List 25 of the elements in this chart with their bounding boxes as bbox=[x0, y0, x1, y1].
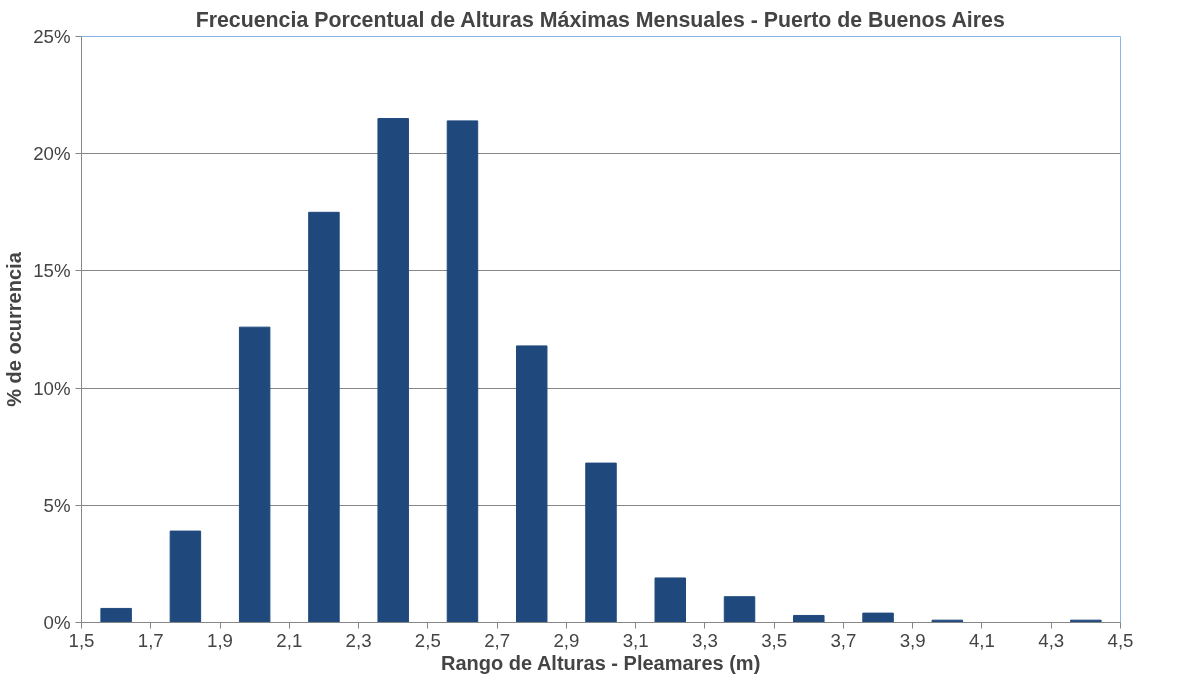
y-axis-title: % de ocurrencia bbox=[3, 251, 26, 407]
y-tick-label: 25% bbox=[33, 26, 71, 47]
x-tick-label: 3,3 bbox=[691, 629, 718, 651]
x-tick-label: 4,5 bbox=[1107, 629, 1134, 651]
x-tick-label: 1,9 bbox=[207, 629, 233, 651]
x-tick-label: 3,9 bbox=[899, 629, 926, 651]
y-tick-label: 0% bbox=[43, 612, 71, 633]
x-tick-label: 2,5 bbox=[414, 629, 441, 651]
y-tick-label: 10% bbox=[33, 377, 71, 399]
x-tick-label: 2,3 bbox=[345, 629, 372, 651]
y-tick-label: 20% bbox=[33, 143, 71, 165]
y-tick-label: 15% bbox=[33, 260, 71, 282]
x-tick-label: 3,7 bbox=[830, 629, 857, 651]
x-axis-title: Rango de Alturas - Pleamares (m) bbox=[440, 651, 761, 674]
x-tick-label: 3,5 bbox=[761, 629, 788, 651]
y-tick-label: 5% bbox=[43, 494, 71, 516]
x-tick-label: 1,7 bbox=[137, 629, 164, 651]
x-tick-label: 1,5 bbox=[68, 629, 95, 651]
chart-title: Frecuencia Porcentual de Alturas Máximas Mensuales - Puerto de Buenos Aires bbox=[195, 7, 1005, 32]
x-tick-label: 3,1 bbox=[622, 629, 649, 651]
x-tick-label: 2,1 bbox=[276, 629, 303, 651]
x-tick-label: 2,7 bbox=[484, 629, 511, 651]
x-tick-label: 4,1 bbox=[969, 629, 995, 651]
x-tick-label: 4,3 bbox=[1038, 629, 1065, 651]
x-tick-label: 2,9 bbox=[553, 629, 580, 651]
